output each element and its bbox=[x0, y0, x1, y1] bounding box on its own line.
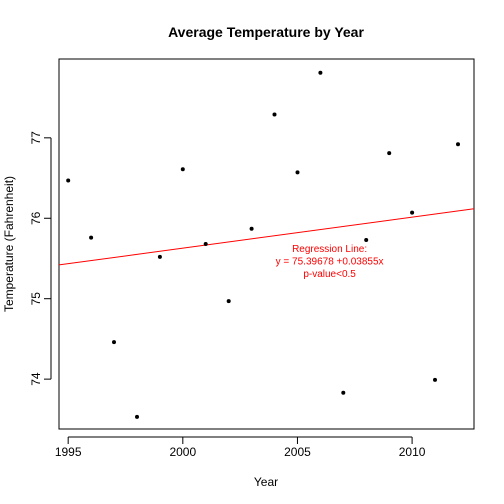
x-tick-label: 2010 bbox=[399, 445, 426, 459]
data-point bbox=[89, 235, 94, 240]
data-point bbox=[135, 414, 139, 419]
data-point bbox=[295, 170, 300, 175]
regression-line bbox=[58, 208, 475, 266]
x-tick-label: 2005 bbox=[284, 445, 311, 459]
y-tick-label: 75 bbox=[29, 292, 43, 306]
data-point bbox=[112, 340, 116, 345]
chart-title: Average Temperature by Year bbox=[168, 24, 364, 40]
data-point bbox=[226, 299, 231, 304]
data-point bbox=[66, 178, 71, 183]
x-tick-label: 2000 bbox=[169, 445, 196, 459]
data-points bbox=[66, 70, 460, 419]
x-tick-label: 1995 bbox=[55, 445, 82, 459]
data-point bbox=[433, 377, 437, 382]
y-axis: 74 75 76 77 bbox=[29, 131, 52, 386]
data-point bbox=[249, 226, 254, 231]
y-tick-label: 77 bbox=[29, 131, 43, 145]
data-point bbox=[157, 254, 162, 259]
data-point bbox=[203, 242, 208, 246]
data-point bbox=[341, 390, 346, 395]
data-point bbox=[272, 112, 277, 117]
x-axis: 1995 2000 2005 2010 bbox=[55, 436, 426, 459]
regression-layer bbox=[58, 208, 475, 266]
x-axis-label: Year bbox=[254, 475, 278, 489]
data-point bbox=[387, 151, 392, 156]
data-point bbox=[180, 167, 185, 172]
data-point bbox=[410, 210, 415, 215]
y-axis-label: Temperature (Fahrenheit) bbox=[2, 176, 16, 312]
regression-annotation: Regression Line: y = 75.39678 +0.03855xp-… bbox=[276, 244, 384, 280]
annotation-line: y = 75.39678 +0.03855x bbox=[276, 257, 384, 268]
y-tick-label: 74 bbox=[29, 372, 43, 386]
y-tick-label: 76 bbox=[29, 211, 43, 225]
annotation-line: p-value<0.5 bbox=[303, 269, 356, 280]
data-point bbox=[456, 142, 460, 147]
data-point bbox=[364, 238, 369, 242]
data-point bbox=[318, 70, 323, 75]
plot-frame bbox=[58, 58, 475, 430]
annotation-line: Regression Line: bbox=[292, 244, 367, 255]
